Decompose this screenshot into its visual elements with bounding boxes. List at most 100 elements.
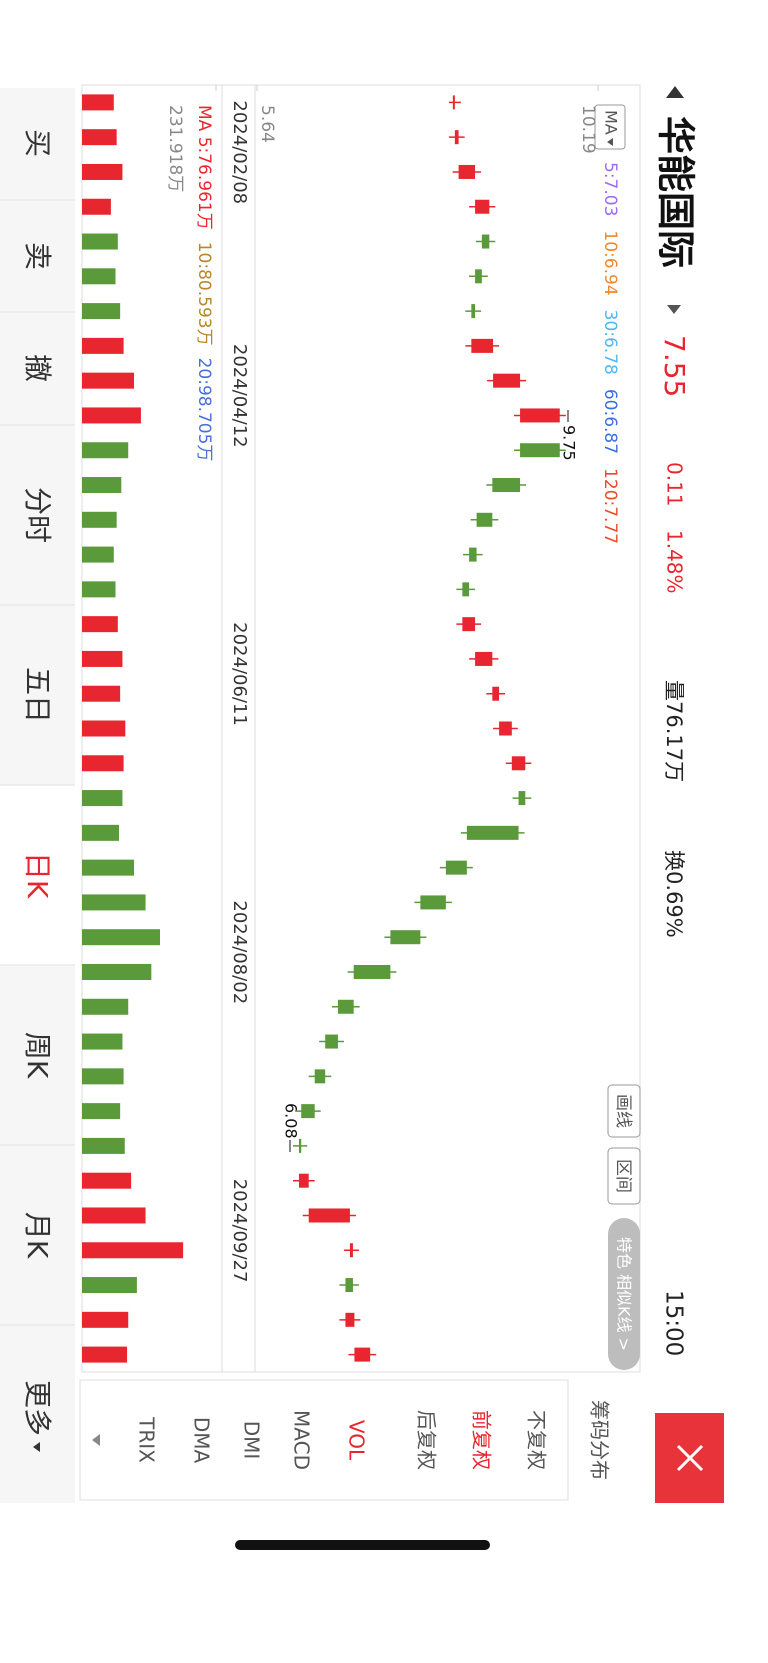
close-icon: [676, 1444, 704, 1472]
candle-body: [469, 547, 477, 562]
tab[interactable]: 卖: [21, 242, 54, 270]
price: 7.55: [658, 335, 691, 397]
volume-bar: [81, 998, 129, 1015]
x-tick-label: 2024/09/27: [229, 1179, 250, 1283]
change: 0.11: [663, 462, 687, 507]
volume-bar: [81, 1137, 125, 1154]
draw-button[interactable]: [607, 1084, 641, 1138]
candle-body: [325, 1034, 338, 1049]
candle-body: [493, 373, 521, 388]
back-icon[interactable]: [666, 86, 684, 98]
feature-label: 特色 相似K线 >: [615, 1237, 634, 1351]
side-option[interactable]: DMI: [240, 1421, 264, 1460]
candle-body: [298, 1138, 302, 1153]
side-option[interactable]: 筹码分布: [588, 1400, 612, 1480]
volume-bar: [81, 303, 121, 320]
tab[interactable]: 更多: [21, 1380, 54, 1436]
candle-body: [458, 164, 476, 179]
tab[interactable]: 分时: [21, 487, 54, 543]
volume-bar: [81, 163, 123, 180]
volume-bar: [82, 720, 126, 737]
range-label: 区间: [613, 1159, 633, 1193]
side-option[interactable]: TRIX: [135, 1416, 159, 1463]
vol-legend: 20:98.705万: [194, 358, 214, 462]
candle-body: [520, 443, 560, 458]
candle-body: [462, 617, 476, 632]
side-panel: [79, 1379, 569, 1501]
y-tick-label: 5.64: [257, 105, 277, 143]
side-option[interactable]: 前复权: [470, 1410, 494, 1470]
candle-body: [492, 686, 500, 701]
candle-body: [471, 304, 476, 319]
tab[interactable]: 撤: [21, 354, 54, 382]
candle-body: [337, 999, 354, 1014]
tab[interactable]: 月K: [21, 1212, 54, 1259]
more-icon: [92, 1434, 100, 1446]
vol-legend: MA 5:76.961万: [194, 105, 214, 230]
x-tick-label: 2024/08/02: [229, 900, 250, 1004]
vol-tick-label: 231.918万: [165, 105, 185, 192]
side-option[interactable]: DMA: [190, 1417, 214, 1464]
next-icon[interactable]: [667, 305, 681, 314]
candle-body: [476, 512, 493, 527]
volume-bar: [82, 1207, 146, 1224]
side-option[interactable]: 不复权: [525, 1410, 549, 1470]
min-label: 6.08: [282, 1103, 301, 1139]
side-option[interactable]: MACD: [290, 1410, 314, 1470]
draw-label: 画线: [613, 1094, 633, 1128]
tab[interactable]: 日K: [21, 852, 54, 899]
candle-body: [520, 408, 560, 423]
volume-bar: [81, 790, 123, 807]
range-button[interactable]: [607, 1147, 641, 1205]
volume: 量76.17万: [662, 680, 686, 782]
tab[interactable]: 五日: [21, 667, 54, 723]
volume-bar: [82, 198, 111, 215]
feature-button[interactable]: [608, 1218, 640, 1370]
volume-bar: [81, 963, 152, 980]
candle-body: [298, 1173, 309, 1188]
dropdown-icon: [607, 138, 613, 146]
volume-bar: [81, 1172, 132, 1189]
volume-bar: [81, 129, 117, 146]
ma-legend: 30:6.78: [600, 310, 620, 375]
more-tab-icon: [33, 1442, 40, 1452]
tab[interactable]: 买: [21, 129, 54, 157]
volume-bar: [81, 685, 121, 702]
volume-bar: [81, 1346, 128, 1363]
candle-body: [308, 1208, 350, 1223]
ma-legend: 120:7.77: [600, 468, 620, 544]
ma-legend: 60:6.87: [600, 389, 620, 454]
candle-body: [475, 199, 490, 214]
candle-body: [511, 756, 526, 771]
volume-bar: [81, 1033, 123, 1050]
tab[interactable]: 周K: [21, 1032, 54, 1079]
volume-bar: [81, 1068, 124, 1085]
side-option[interactable]: 后复权: [415, 1410, 439, 1470]
candle-body: [518, 791, 526, 806]
volume-bar: [81, 755, 124, 772]
volume-bar: [81, 1311, 129, 1328]
candle-body: [462, 582, 470, 597]
ma-legend: 5:7.03: [600, 162, 620, 216]
candle-body: [353, 964, 391, 979]
volume-bar: [81, 477, 122, 494]
volume-bar: [82, 1242, 184, 1259]
ma-selector[interactable]: [594, 104, 626, 150]
volume-bar: [81, 233, 118, 250]
stock-name: 华能国际: [654, 116, 698, 268]
candle-body: [499, 721, 512, 736]
y-tick-label: 10.19: [578, 105, 598, 154]
candle-body: [481, 234, 490, 249]
side-option[interactable]: VOL: [345, 1420, 369, 1461]
time: 15:00: [661, 1290, 687, 1356]
volume-bar: [81, 442, 129, 459]
candle-body: [301, 1104, 315, 1119]
candle-body: [466, 825, 519, 840]
volume-bar: [82, 859, 135, 876]
ma-title: MA: [602, 110, 621, 135]
candle-body: [475, 651, 493, 666]
candle-body: [452, 95, 455, 110]
